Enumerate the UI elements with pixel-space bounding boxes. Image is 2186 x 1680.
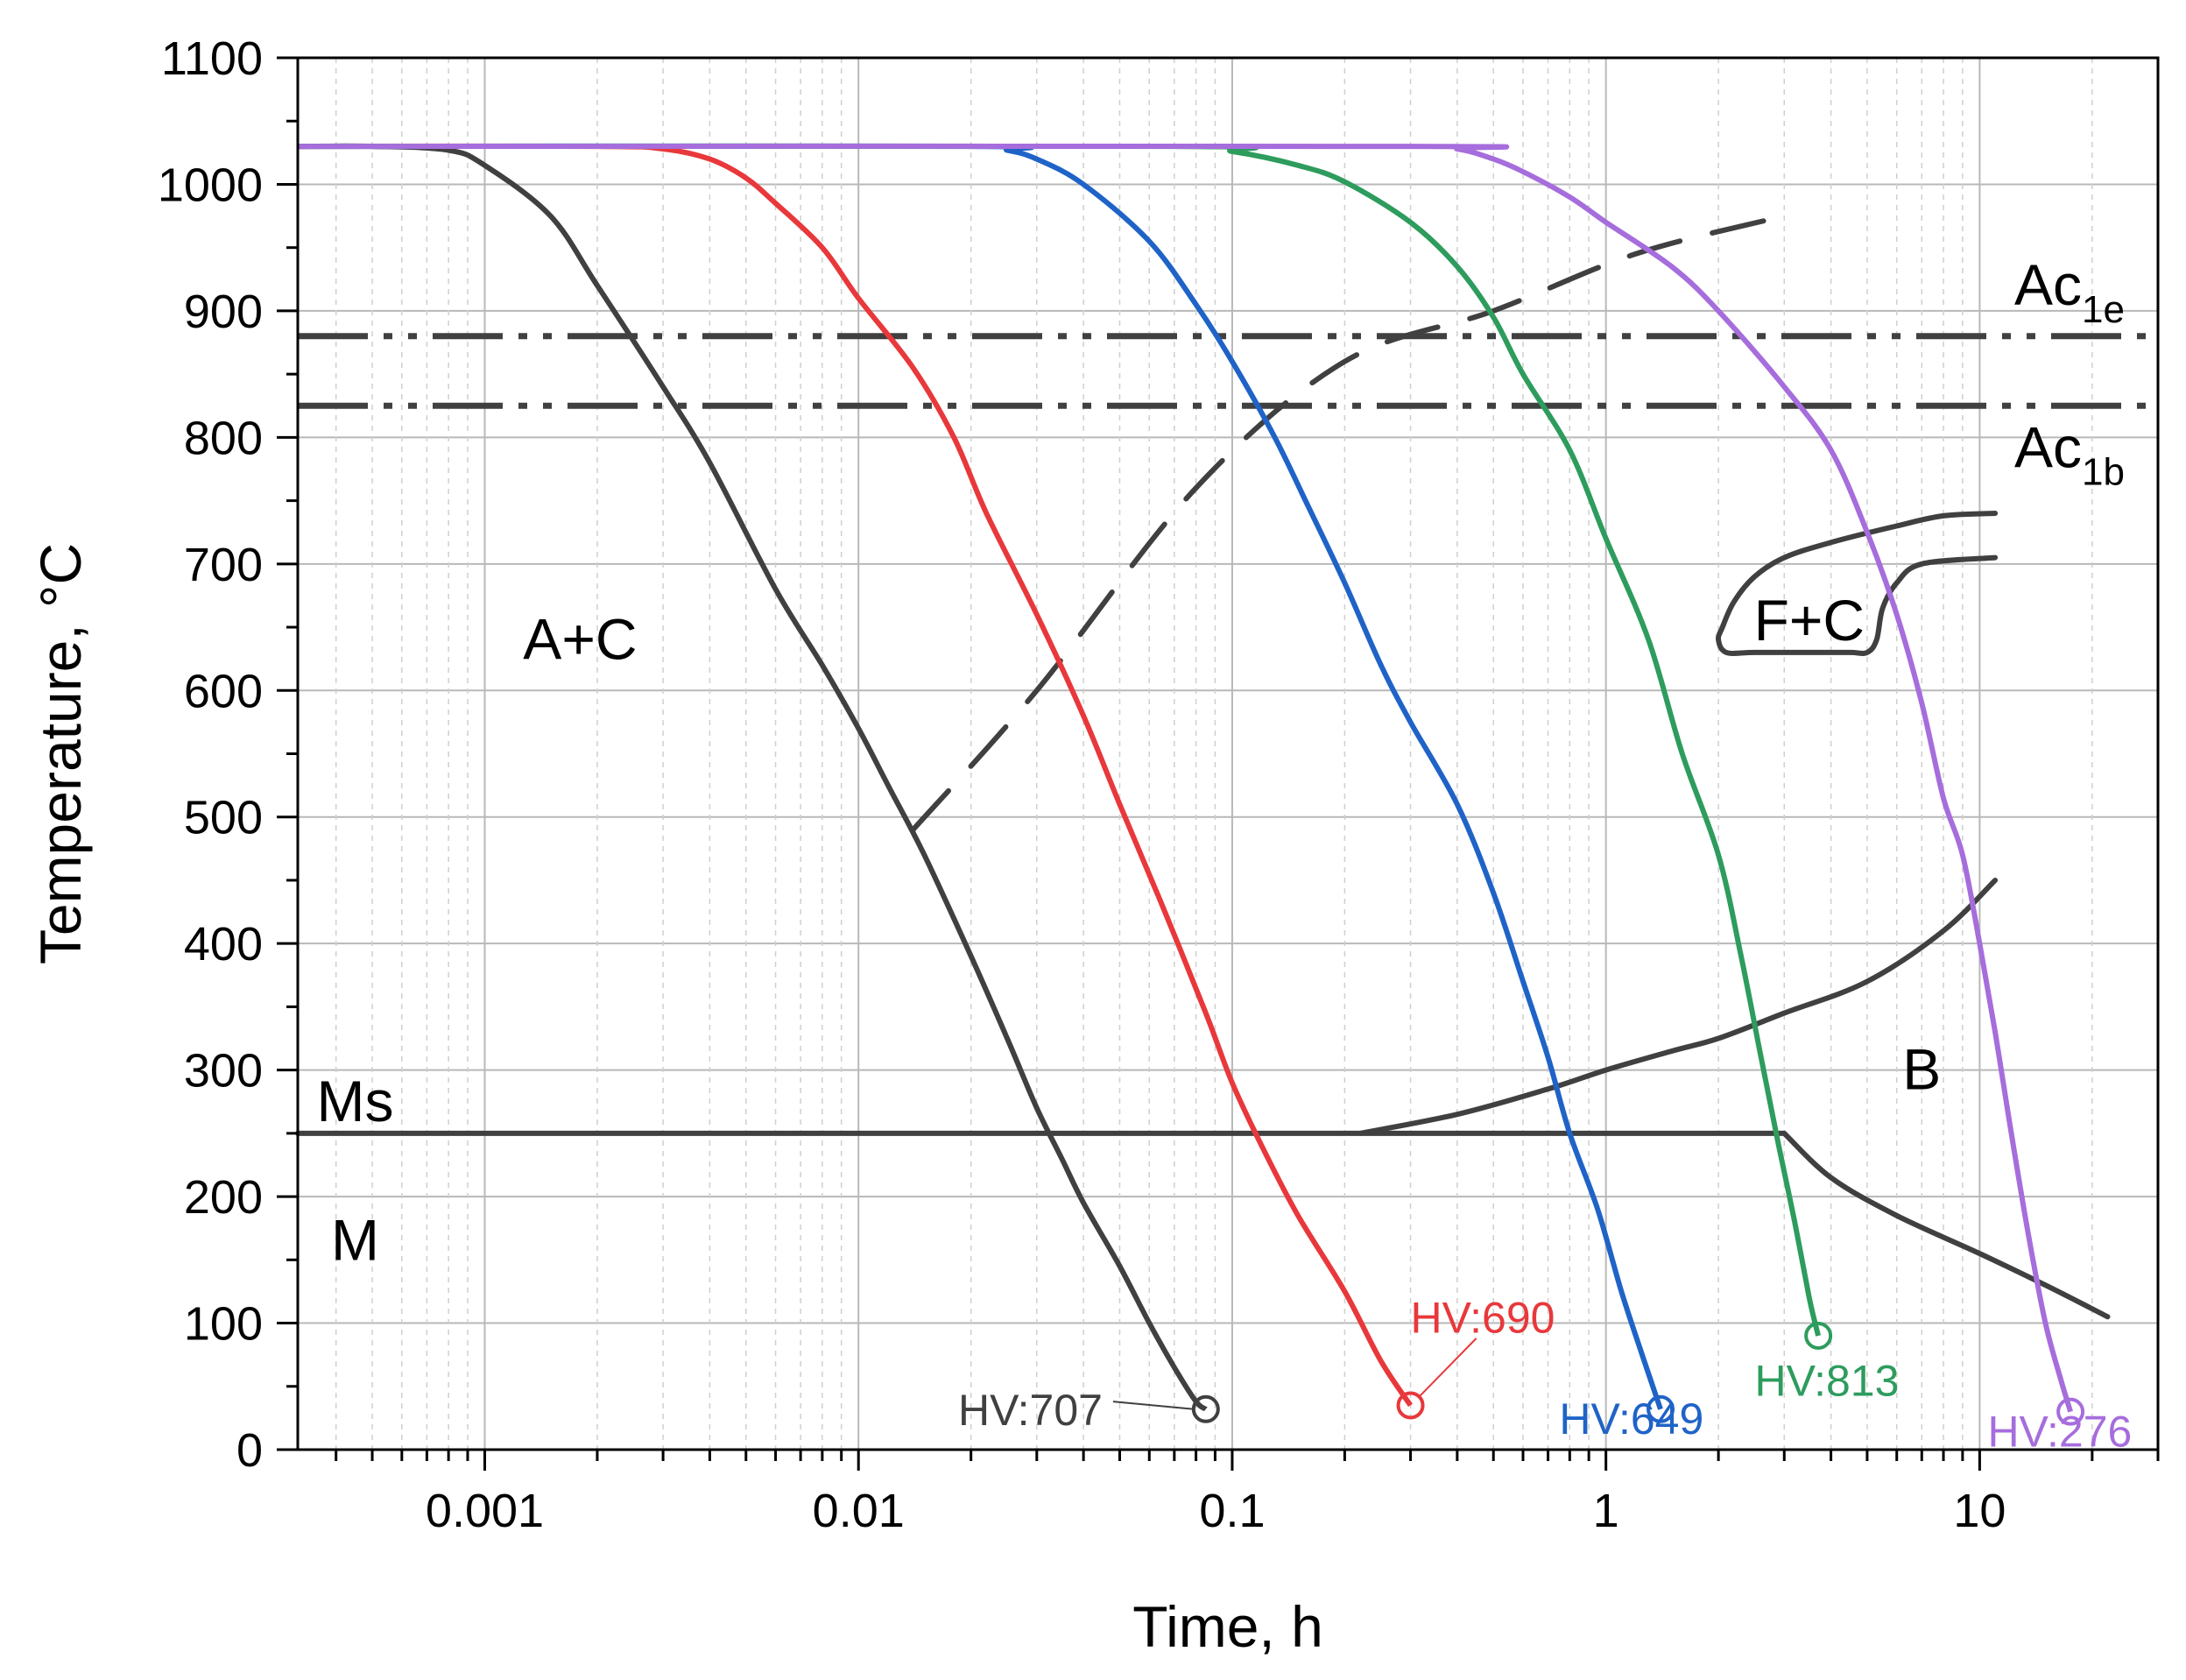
boundary-pearlite-start <box>1715 511 1999 656</box>
curve-red <box>297 143 1413 1408</box>
critical-lines <box>298 333 2158 409</box>
region-label: F+C <box>1754 588 1865 653</box>
y-tick-label: 800 <box>184 412 263 464</box>
region-label: B <box>1902 1037 1941 1102</box>
curve-green <box>297 143 1822 1337</box>
plot-frame <box>296 56 2160 1451</box>
curve-blue <box>297 143 1663 1410</box>
hardness-label: HV:707 <box>958 1386 1103 1435</box>
y-tick-label: 500 <box>184 792 263 844</box>
critical-label-Ac1b: Ac1b <box>2014 414 2125 493</box>
y-axis-title: Temperature, °C <box>28 543 93 964</box>
curve-black-end-marker <box>1191 1394 1220 1423</box>
x-tick-label: 0.001 <box>426 1485 544 1537</box>
x-tick-label: 0.01 <box>813 1485 905 1537</box>
axis-ticks <box>277 56 2160 1471</box>
y-tick-label: 100 <box>184 1298 263 1351</box>
minor-grid-layer <box>335 58 2159 1450</box>
curve-red-end-marker <box>1396 1391 1425 1420</box>
y-tick-label: 900 <box>184 286 263 338</box>
y-tick-label: 1000 <box>158 159 263 211</box>
boundary-bainite-start <box>1357 878 1999 1136</box>
y-tick-label: 700 <box>184 539 263 591</box>
y-tick-label: 400 <box>184 918 263 971</box>
x-tick-label: 0.1 <box>1199 1485 1265 1537</box>
grid-layer <box>298 57 2158 1451</box>
region-label: M <box>331 1208 379 1273</box>
curve-black <box>297 143 1208 1412</box>
region-label: Ms <box>317 1069 394 1133</box>
boundary-ferrite-carbide-start <box>910 213 1788 833</box>
curve-purple-end-marker <box>2056 1397 2085 1426</box>
hardness-leader <box>1112 1401 1194 1410</box>
critical-labels: Ac1e Ac1b <box>2014 252 2125 493</box>
y-tick-labels: 0 100 200 300 400 500 600 700 800 900 1000 1100 <box>158 32 263 1477</box>
cooling-curves <box>297 143 2073 1413</box>
y-tick-label: 1100 <box>161 32 263 85</box>
hardness-label: HV:690 <box>1411 1293 1555 1342</box>
y-tick-label: 600 <box>184 665 263 717</box>
hardness-label: HV:813 <box>1754 1357 1899 1406</box>
x-tick-label: 10 <box>1953 1485 2006 1537</box>
region-label: A+C <box>523 606 637 671</box>
phase-boundaries <box>295 213 2111 1320</box>
x-tick-labels: 0.001 0.01 0.1 1 10 <box>426 1485 2006 1537</box>
critical-label-Ac1e: Ac1e <box>2014 252 2125 331</box>
y-tick-label: 200 <box>184 1171 263 1224</box>
hardness-label: HV:276 <box>1987 1407 2132 1456</box>
hardness-leader <box>1418 1338 1477 1398</box>
curve-purple <box>297 143 2073 1413</box>
region-labels: A+C F+C Ms M B <box>317 588 1942 1273</box>
curve-green-end-marker <box>1804 1321 1833 1350</box>
hardness-labels: HV:707 HV:690 HV:649 HV:813 HV:276 <box>958 1293 2132 1456</box>
hardness-label: HV:649 <box>1559 1394 1703 1444</box>
y-tick-label: 0 <box>236 1424 263 1477</box>
boundary-bainite-end <box>1781 1130 2111 1320</box>
x-axis-title: Time, h <box>1132 1594 1323 1659</box>
curve-blue-end-marker <box>1647 1394 1675 1423</box>
x-tick-label: 1 <box>1593 1485 1619 1537</box>
y-tick-label: 300 <box>184 1045 263 1098</box>
